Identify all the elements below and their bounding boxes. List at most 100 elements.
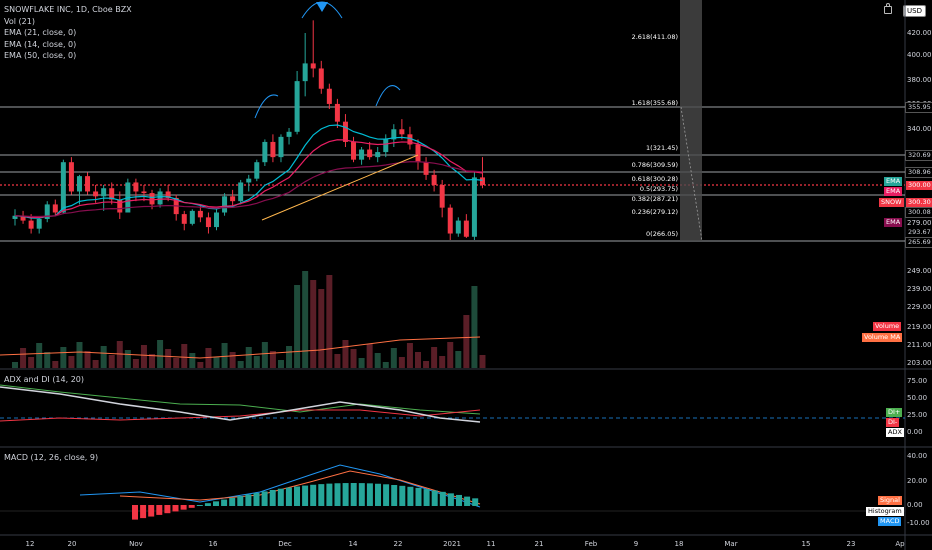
volume-bar	[253, 356, 260, 368]
histogram-bar	[423, 489, 430, 506]
fib-level-label: 0.382(287.21)	[631, 195, 678, 203]
currency-badge[interactable]: USD	[903, 5, 926, 17]
histogram-bar	[318, 484, 325, 506]
candle-body	[407, 134, 413, 145]
volume-bar	[302, 271, 309, 368]
candle-body	[28, 220, 34, 229]
symbol-title[interactable]: SNOWFLAKE INC, 1D, Cboe BZX	[4, 5, 132, 14]
study-ema-21[interactable]: EMA (21, close, 0)	[4, 28, 77, 38]
volume-bar	[479, 355, 486, 368]
legend-tag: EMA	[884, 177, 903, 186]
macd-axis-label: -10.00	[907, 519, 930, 527]
candle-body	[214, 212, 219, 228]
candle-body	[222, 196, 228, 213]
volume-bar	[342, 340, 349, 368]
lock-icon[interactable]	[884, 3, 892, 14]
candle	[375, 147, 381, 163]
candle	[278, 134, 284, 163]
legend-tag: Volume MA	[862, 333, 903, 342]
volume-bar	[165, 349, 172, 368]
candle-body	[60, 162, 66, 213]
histogram-bar	[342, 483, 349, 506]
candle-body	[463, 220, 469, 237]
volume-bar	[52, 361, 59, 368]
candle	[326, 83, 332, 109]
candle	[318, 60, 324, 94]
candle-body	[270, 141, 276, 158]
candle-body	[205, 217, 211, 228]
histogram-bar	[383, 484, 390, 506]
candle	[68, 157, 74, 195]
candle-body	[117, 199, 123, 213]
volume-bar	[261, 342, 268, 368]
volume-bar	[471, 286, 478, 368]
histogram-bar	[229, 497, 236, 506]
histogram-bar	[237, 496, 244, 506]
candle-body	[286, 131, 292, 137]
candle	[399, 119, 405, 140]
histogram-bar	[472, 498, 479, 506]
adx-axis-label: 25.00	[907, 411, 928, 419]
histogram-bar	[334, 483, 341, 506]
volume-bar	[294, 285, 301, 368]
volume-bar	[36, 343, 43, 368]
volume-bar	[358, 358, 365, 368]
di-plus-line	[0, 384, 481, 415]
adx-legend[interactable]: ADX and DI (14, 20)	[4, 375, 84, 384]
histogram-bar	[358, 483, 365, 506]
candle	[20, 210, 26, 224]
volume-bar	[382, 362, 389, 368]
volume-bar	[205, 348, 212, 368]
histogram-bar	[140, 505, 147, 519]
volume-bar	[390, 348, 397, 368]
fib-level-label: 0.618(300.28)	[631, 175, 678, 183]
candle-body	[471, 177, 477, 237]
arrow-down-icon	[316, 2, 328, 12]
candle-body	[399, 129, 405, 135]
price-axis-label: 380.00	[907, 76, 932, 84]
fib-level-label: 1.618(355.68)	[631, 99, 678, 107]
candle	[238, 179, 244, 205]
volume-bar	[68, 356, 75, 368]
volume-bar	[181, 344, 188, 368]
histogram-bar	[188, 505, 195, 508]
time-axis-label: 20	[67, 540, 77, 548]
candle	[471, 172, 477, 240]
candle-body	[334, 103, 340, 122]
volume-bar	[318, 289, 325, 368]
ema-21-line	[14, 139, 483, 219]
adx-axis-label: 50.00	[907, 394, 928, 402]
time-axis-label: Feb	[584, 540, 598, 548]
adx-tag: ADX	[886, 428, 904, 437]
histogram-bar	[148, 505, 155, 517]
candle	[431, 169, 437, 192]
study-vol[interactable]: Vol (21)	[4, 16, 35, 26]
volume-bar	[116, 341, 123, 368]
study-ema-50[interactable]: EMA (50, close, 0)	[4, 51, 77, 61]
histogram-bar	[253, 492, 260, 506]
candle-body	[149, 193, 155, 205]
candle-body	[351, 141, 357, 160]
time-axis-label: 16	[208, 540, 218, 548]
histogram-bar	[415, 487, 422, 506]
legend-tag: EMA	[884, 187, 903, 196]
price-axis-label: 420.00	[907, 29, 932, 37]
volume-bar	[44, 352, 51, 368]
time-axis-label: 22	[393, 540, 403, 548]
candle-body	[246, 178, 252, 183]
study-ema-14[interactable]: EMA (14, close, 0)	[4, 39, 77, 49]
macd-tag: Histogram	[866, 507, 904, 516]
price-axis-label: 279.00	[907, 219, 932, 227]
candle	[294, 71, 300, 135]
macd-legend[interactable]: MACD (12, 26, close, 9)	[4, 453, 99, 462]
candle	[76, 174, 82, 205]
price-tag: 300.08	[905, 207, 932, 218]
histogram-bar	[221, 499, 228, 506]
volume-bar	[60, 347, 67, 368]
candle	[12, 209, 18, 226]
volume-bar	[463, 315, 470, 368]
histogram-bar	[204, 503, 211, 506]
right-shoulder-arc	[375, 85, 401, 107]
macd-axis-label: 40.00	[907, 452, 928, 460]
